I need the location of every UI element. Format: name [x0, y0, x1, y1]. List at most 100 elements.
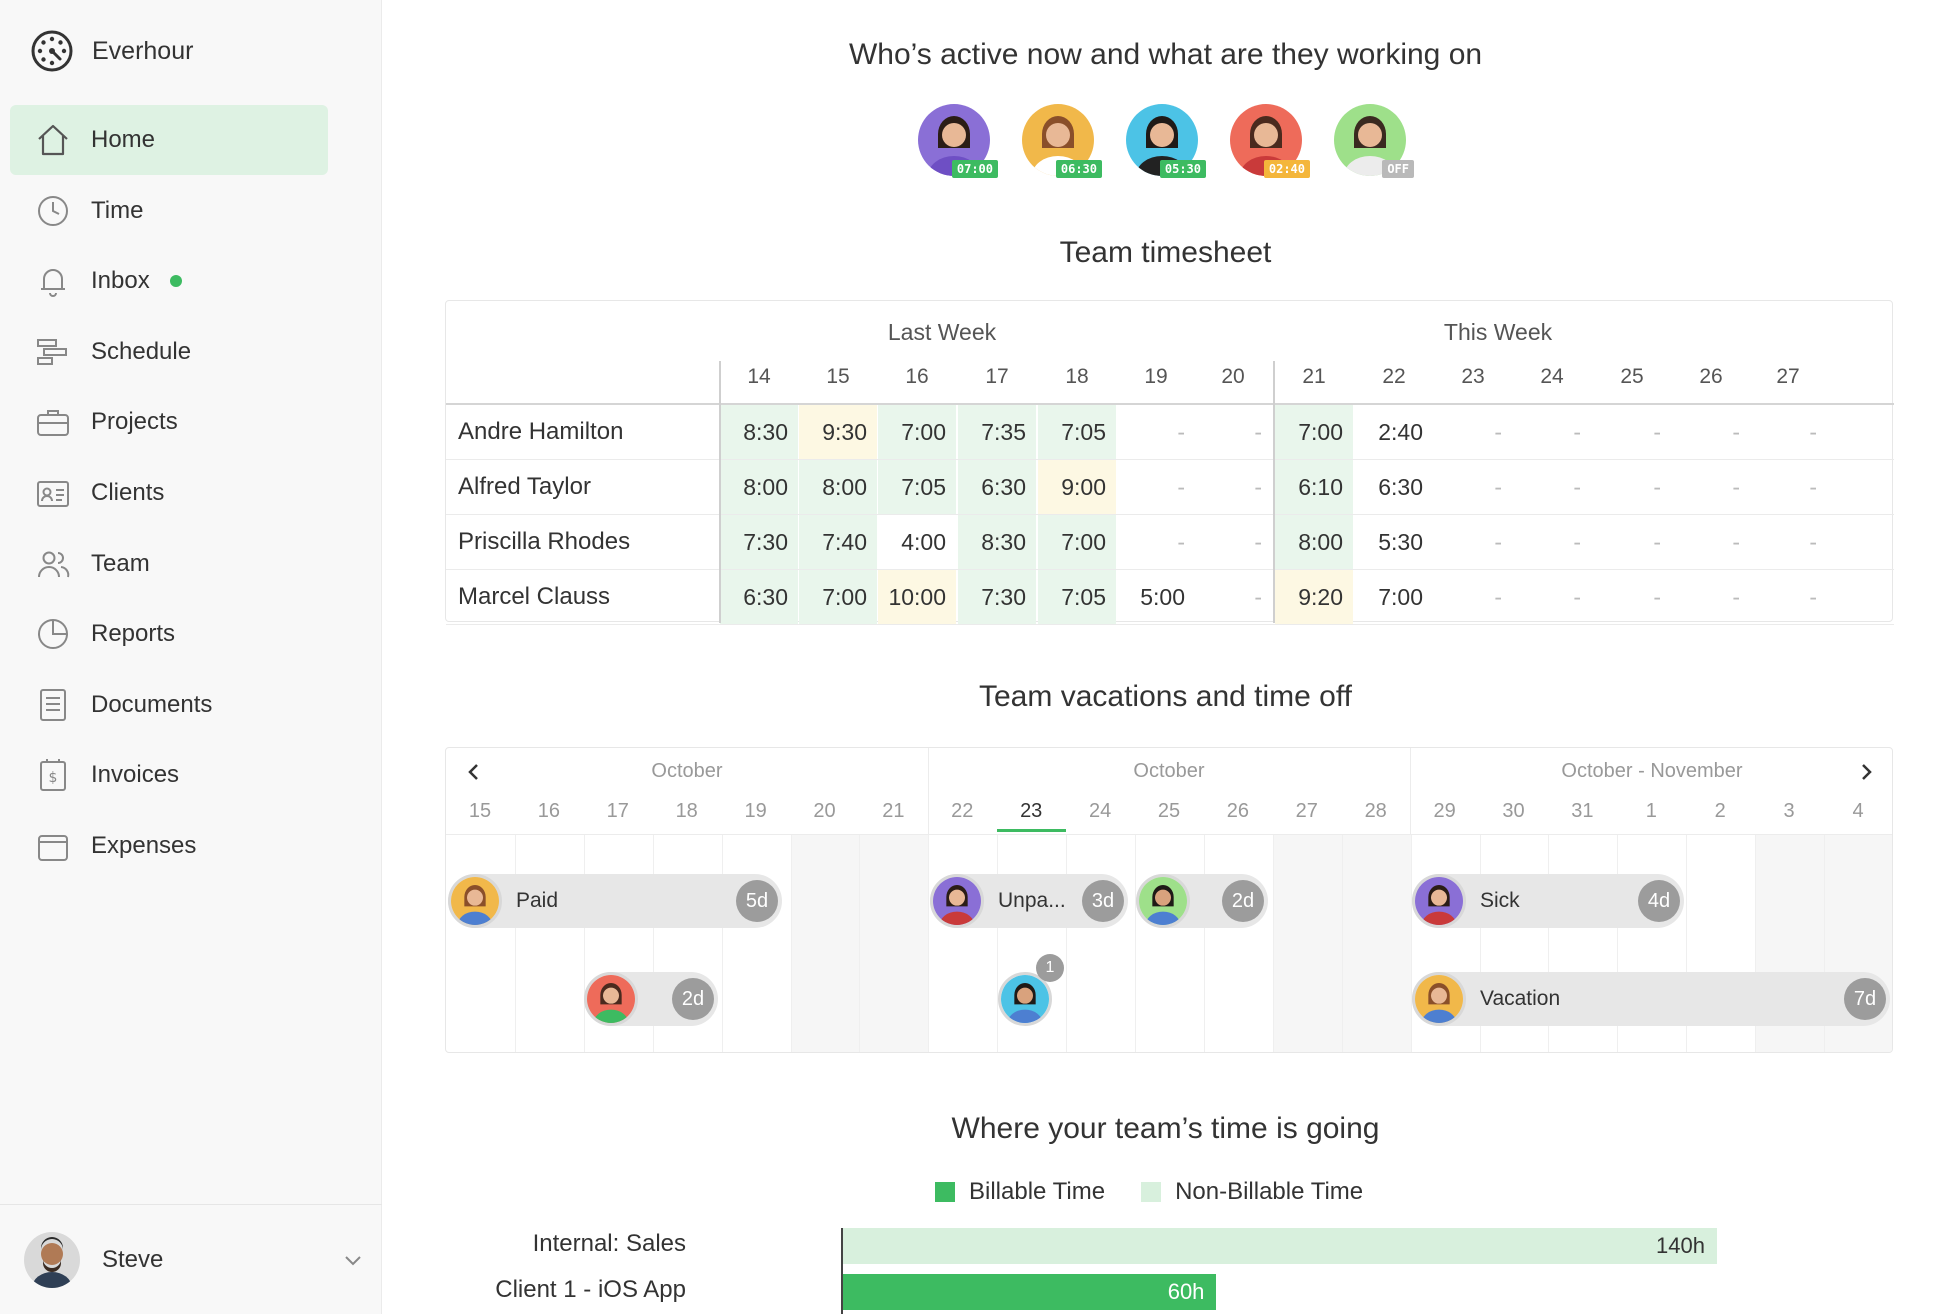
timesheet-cell[interactable]: 8:30	[720, 405, 798, 459]
table-row[interactable]: Marcel Clauss 6:30 7:00 10:00 7:30 7:05 5:00-9…	[446, 570, 1894, 625]
calendar-day[interactable]: 29	[1433, 800, 1456, 822]
timesheet-cell[interactable]: -	[1732, 419, 1740, 445]
timesheet-cell[interactable]: -	[1494, 419, 1502, 445]
calendar-day[interactable]: 17	[606, 800, 629, 822]
timesheet-cell[interactable]: 6:30	[958, 460, 1036, 514]
time-off-entry[interactable]: 2d	[584, 972, 718, 1026]
time-off-entry[interactable]: 2d	[1136, 874, 1268, 928]
active-person[interactable]: 02:40	[1230, 104, 1310, 178]
timesheet-cell[interactable]: 5:00	[1140, 584, 1185, 610]
calendar-day[interactable]: 26	[1226, 800, 1250, 822]
timesheet-cell[interactable]: -	[1809, 529, 1817, 555]
sidebar-item-team[interactable]: Team	[10, 529, 328, 599]
timesheet-cell[interactable]: -	[1732, 584, 1740, 610]
chevron-right-icon[interactable]	[1854, 760, 1878, 784]
timesheet-cell[interactable]: -	[1254, 584, 1262, 610]
sidebar-item-expenses[interactable]: Expenses	[10, 811, 328, 881]
calendar-day[interactable]: 16	[537, 800, 561, 822]
timesheet-cell[interactable]: 9:20	[1275, 570, 1353, 624]
table-row[interactable]: Andre Hamilton 8:30 9:30 7:00 7:35 7:05- -7:00…	[446, 405, 1894, 460]
time-off-entry[interactable]: Unpa... 3d	[930, 874, 1128, 928]
timesheet-cell[interactable]: 7:30	[958, 570, 1036, 624]
calendar-day[interactable]: 18	[675, 800, 698, 822]
calendar-day[interactable]: 19	[744, 800, 767, 822]
timesheet-cell[interactable]: 7:00	[1275, 405, 1353, 459]
sidebar-item-time[interactable]: Time	[10, 176, 328, 246]
chevron-left-icon[interactable]	[462, 760, 486, 784]
timesheet-cell[interactable]: 7:00	[1378, 584, 1423, 610]
sidebar-item-home[interactable]: Home	[10, 105, 328, 175]
timesheet-cell[interactable]: -	[1573, 474, 1581, 500]
active-person[interactable]: 06:30	[1022, 104, 1102, 178]
timesheet-cell[interactable]: -	[1732, 474, 1740, 500]
calendar-day[interactable]: 31	[1571, 800, 1594, 822]
calendar-day[interactable]: 3	[1783, 800, 1795, 822]
calendar-day[interactable]: 4	[1852, 800, 1864, 822]
timesheet-cell[interactable]: 5:30	[1378, 529, 1423, 555]
timesheet-cell[interactable]: -	[1809, 474, 1817, 500]
timesheet-cell[interactable]: -	[1254, 419, 1262, 445]
timesheet-cell[interactable]: -	[1653, 474, 1661, 500]
timesheet-cell[interactable]: -	[1653, 529, 1661, 555]
active-person[interactable]: OFF	[1334, 104, 1414, 178]
legend-item-billable[interactable]: Billable Time	[935, 1178, 1105, 1206]
user-menu[interactable]: Steve	[0, 1204, 382, 1314]
calendar-day[interactable]: 23	[1020, 800, 1043, 822]
timesheet-cell[interactable]: 6:10	[1275, 460, 1353, 514]
timesheet-cell[interactable]: -	[1809, 584, 1817, 610]
bar[interactable]: 60h	[841, 1274, 1217, 1310]
bar[interactable]: 140h	[841, 1228, 1717, 1264]
time-off-entry[interactable]: Sick 4d	[1412, 874, 1684, 928]
timesheet-cell[interactable]: 7:30	[720, 515, 798, 569]
timesheet-cell[interactable]: 7:05	[1038, 570, 1116, 624]
sidebar-item-documents[interactable]: Documents	[10, 670, 328, 740]
timesheet-cell[interactable]: -	[1494, 529, 1502, 555]
active-person[interactable]: 07:00	[918, 104, 998, 178]
timesheet-cell[interactable]: 8:00	[1275, 515, 1353, 569]
timesheet-cell[interactable]: -	[1177, 474, 1185, 500]
time-off-entry[interactable]: Vacation 7d	[1412, 972, 1890, 1026]
timesheet-cell[interactable]: 7:00	[1038, 515, 1116, 569]
timesheet-cell[interactable]: 9:00	[1038, 460, 1116, 514]
time-off-entry[interactable]	[998, 972, 1052, 1026]
sidebar-item-reports[interactable]: Reports	[10, 599, 328, 669]
timesheet-cell[interactable]: -	[1573, 419, 1581, 445]
calendar-day[interactable]: 1	[1645, 800, 1657, 822]
timesheet-cell[interactable]: -	[1177, 419, 1185, 445]
calendar-day[interactable]: 30	[1502, 800, 1525, 822]
calendar-day[interactable]: 20	[813, 800, 836, 822]
table-row[interactable]: Alfred Taylor 8:00 8:00 7:05 6:30 9:00- -6:10 6…	[446, 460, 1894, 515]
calendar-day[interactable]: 27	[1295, 800, 1318, 822]
calendar-day[interactable]: 22	[951, 800, 974, 822]
timesheet-cell[interactable]: 6:30	[1378, 474, 1423, 500]
timesheet-cell[interactable]: 8:00	[799, 460, 877, 514]
table-row[interactable]: Priscilla Rhodes 7:30 7:40 4:00 8:30 7:00- -8:…	[446, 515, 1894, 570]
timesheet-cell[interactable]: 7:40	[799, 515, 877, 569]
timesheet-cell[interactable]: 9:30	[799, 405, 877, 459]
timesheet-cell[interactable]: 4:00	[901, 529, 946, 555]
timesheet-cell[interactable]: 7:35	[958, 405, 1036, 459]
timesheet-cell[interactable]: -	[1573, 584, 1581, 610]
brand[interactable]: Everhour	[30, 28, 193, 74]
timesheet-cell[interactable]: 10:00	[878, 570, 956, 624]
chevron-down-icon[interactable]	[342, 1249, 364, 1271]
timesheet-cell[interactable]: -	[1732, 529, 1740, 555]
timesheet-cell[interactable]: -	[1573, 529, 1581, 555]
active-person[interactable]: 05:30	[1126, 104, 1206, 178]
timesheet-cell[interactable]: 8:30	[958, 515, 1036, 569]
timesheet-cell[interactable]: -	[1494, 584, 1502, 610]
timesheet-cell[interactable]: -	[1177, 529, 1185, 555]
calendar-day[interactable]: 15	[468, 800, 492, 822]
timesheet-cell[interactable]: -	[1254, 474, 1262, 500]
calendar-day[interactable]: 25	[1157, 800, 1181, 822]
timesheet-cell[interactable]: 7:00	[799, 570, 877, 624]
timesheet-cell[interactable]: -	[1653, 584, 1661, 610]
legend-item-non-billable[interactable]: Non-Billable Time	[1141, 1178, 1363, 1206]
sidebar-item-schedule[interactable]: Schedule	[10, 317, 328, 387]
timesheet-cell[interactable]: 8:00	[720, 460, 798, 514]
timesheet-cell[interactable]: 6:30	[720, 570, 798, 624]
timesheet-cell[interactable]: -	[1653, 419, 1661, 445]
sidebar-item-clients[interactable]: Clients	[10, 458, 328, 528]
timesheet-cell[interactable]: 7:00	[878, 405, 956, 459]
timesheet-cell[interactable]: -	[1254, 529, 1262, 555]
